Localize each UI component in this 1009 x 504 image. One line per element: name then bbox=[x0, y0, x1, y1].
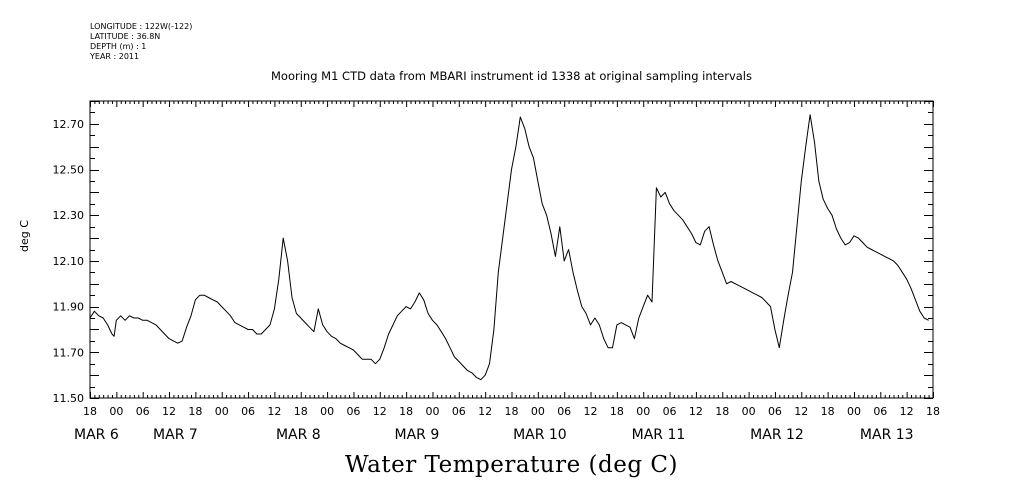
y-tick-label: 11.70 bbox=[53, 346, 85, 359]
x-hour-label: 18 bbox=[83, 405, 97, 418]
series-line bbox=[89, 114, 929, 381]
y-tick-label: 12.10 bbox=[53, 255, 85, 268]
y-tick-label: 12.70 bbox=[53, 118, 85, 131]
x-hour-label: 18 bbox=[821, 405, 835, 418]
x-day-label: MAR 10 bbox=[513, 427, 567, 443]
y-tick-label: 11.50 bbox=[53, 392, 85, 405]
x-day-label: MAR 12 bbox=[750, 427, 804, 443]
x-hour-label: 12 bbox=[584, 405, 598, 418]
x-hour-label: 06 bbox=[241, 405, 255, 418]
x-day-label: MAR 13 bbox=[860, 427, 914, 443]
x-day-label: MAR 8 bbox=[276, 427, 321, 443]
x-hour-label: 06 bbox=[873, 405, 887, 418]
x-hour-label: 06 bbox=[663, 405, 677, 418]
x-hour-label: 00 bbox=[847, 405, 861, 418]
x-day-label: MAR 11 bbox=[632, 427, 686, 443]
x-hour-label: 12 bbox=[794, 405, 808, 418]
depth-label: DEPTH (m) : 1 bbox=[90, 42, 147, 51]
year-label: YEAR : 2011 bbox=[90, 52, 140, 61]
x-hour-label: 06 bbox=[346, 405, 360, 418]
x-hour-label: 00 bbox=[742, 405, 756, 418]
x-hour-label: 06 bbox=[452, 405, 466, 418]
x-day-label: MAR 6 bbox=[74, 427, 119, 443]
x-hour-label: 12 bbox=[689, 405, 703, 418]
x-hour-label: 18 bbox=[399, 405, 413, 418]
x-hour-label: 12 bbox=[373, 405, 387, 418]
y-tick-label: 12.50 bbox=[53, 164, 85, 177]
x-hour-label: 00 bbox=[109, 405, 123, 418]
x-hour-label: 00 bbox=[636, 405, 650, 418]
y-tick-label: 11.90 bbox=[53, 301, 85, 314]
x-hour-label: 12 bbox=[900, 405, 914, 418]
x-hour-label: 00 bbox=[531, 405, 545, 418]
x-hour-label: 18 bbox=[926, 405, 940, 418]
x-hour-label: 12 bbox=[162, 405, 176, 418]
x-hour-label: 18 bbox=[505, 405, 519, 418]
x-axis-label: Water Temperature (deg C) bbox=[345, 452, 678, 478]
x-hour-label: 18 bbox=[294, 405, 308, 418]
x-hour-label: 12 bbox=[478, 405, 492, 418]
x-hour-label: 18 bbox=[610, 405, 624, 418]
x-hour-label: 06 bbox=[136, 405, 150, 418]
plot-frame bbox=[89, 100, 934, 399]
x-hour-label: 12 bbox=[267, 405, 281, 418]
x-hour-label: 18 bbox=[188, 405, 202, 418]
x-hour-label: 18 bbox=[715, 405, 729, 418]
x-hour-label: 00 bbox=[215, 405, 229, 418]
x-day-label: MAR 9 bbox=[395, 427, 440, 443]
x-hour-label: 00 bbox=[320, 405, 334, 418]
longitude-label: LONGITUDE : 122W(-122) bbox=[90, 22, 193, 31]
x-hour-label: 06 bbox=[768, 405, 782, 418]
x-hour-label: 00 bbox=[425, 405, 439, 418]
latitude-label: LATITUDE : 36.8N bbox=[90, 32, 161, 41]
y-tick-label: 12.30 bbox=[53, 209, 85, 222]
chart-title: Mooring M1 CTD data from MBARI instrumen… bbox=[271, 69, 752, 83]
x-day-label: MAR 7 bbox=[153, 427, 198, 443]
x-hour-label: 06 bbox=[557, 405, 571, 418]
